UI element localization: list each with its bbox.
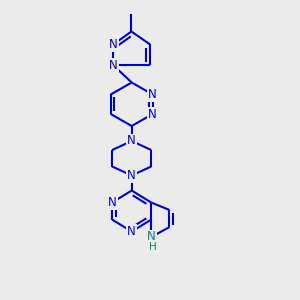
- Text: N: N: [148, 107, 157, 121]
- Text: N: N: [109, 38, 118, 51]
- Text: N: N: [127, 225, 136, 238]
- Text: N: N: [127, 134, 136, 148]
- Text: N: N: [109, 59, 118, 72]
- Text: N: N: [147, 230, 156, 244]
- Text: N: N: [108, 196, 117, 209]
- Text: H: H: [149, 242, 157, 252]
- Text: N: N: [148, 88, 157, 101]
- Text: N: N: [127, 169, 136, 182]
